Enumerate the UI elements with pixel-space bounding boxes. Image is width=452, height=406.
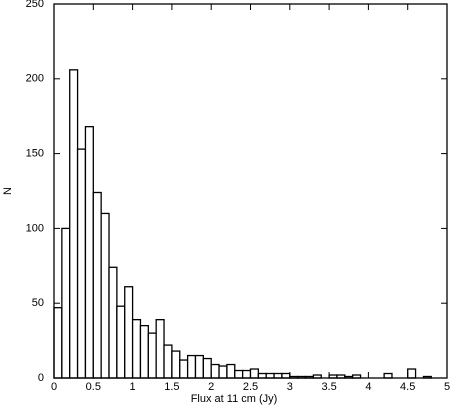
bar bbox=[171, 350, 181, 379]
bar bbox=[194, 354, 204, 379]
x-tick-label: 0 bbox=[51, 381, 57, 393]
x-tick-label: 2.5 bbox=[243, 381, 258, 393]
bar bbox=[147, 332, 157, 379]
x-axis-label: Flux at 11 cm (Jy) bbox=[191, 393, 278, 405]
bar bbox=[131, 319, 142, 379]
y-tick-label: 50 bbox=[32, 297, 44, 309]
bar bbox=[281, 372, 291, 379]
y-axis-label: N bbox=[2, 187, 14, 195]
bar bbox=[186, 354, 197, 379]
bar bbox=[139, 324, 149, 379]
bar bbox=[92, 191, 102, 379]
x-tick-label: 3 bbox=[287, 381, 293, 393]
bar bbox=[257, 372, 267, 379]
bar bbox=[202, 357, 212, 379]
bar bbox=[53, 307, 63, 379]
bar bbox=[218, 365, 228, 379]
x-tick-label: 4.5 bbox=[400, 381, 415, 393]
x-tick-label: 1 bbox=[130, 381, 136, 393]
x-tick-label: 2 bbox=[208, 381, 214, 393]
bar bbox=[100, 212, 110, 379]
bar bbox=[383, 372, 393, 379]
x-tick-label: 5 bbox=[444, 381, 450, 393]
x-tick-label: 4 bbox=[365, 381, 371, 393]
bar bbox=[226, 363, 236, 379]
bar bbox=[84, 126, 94, 379]
bar bbox=[210, 363, 220, 379]
bar bbox=[116, 305, 126, 379]
bar bbox=[155, 319, 165, 379]
bar bbox=[76, 148, 87, 379]
y-tick-label: 100 bbox=[26, 222, 44, 234]
bar bbox=[124, 286, 134, 379]
y-tick-label: 0 bbox=[38, 372, 44, 384]
bar bbox=[163, 344, 173, 379]
x-tick-label: 0.5 bbox=[86, 381, 101, 393]
bar bbox=[407, 368, 417, 379]
bar bbox=[265, 372, 275, 379]
x-tick-label: 1.5 bbox=[164, 381, 179, 393]
bar bbox=[69, 69, 79, 379]
bar bbox=[273, 372, 283, 379]
y-tick-label: 150 bbox=[26, 148, 44, 160]
y-tick-label: 250 bbox=[26, 0, 44, 10]
bar bbox=[241, 369, 252, 379]
bar bbox=[234, 369, 244, 379]
bar bbox=[108, 266, 118, 379]
x-tick-label: 3.5 bbox=[321, 381, 336, 393]
bar bbox=[61, 227, 71, 379]
bar bbox=[179, 359, 189, 379]
bar bbox=[249, 368, 260, 379]
y-tick-label: 200 bbox=[26, 73, 44, 85]
